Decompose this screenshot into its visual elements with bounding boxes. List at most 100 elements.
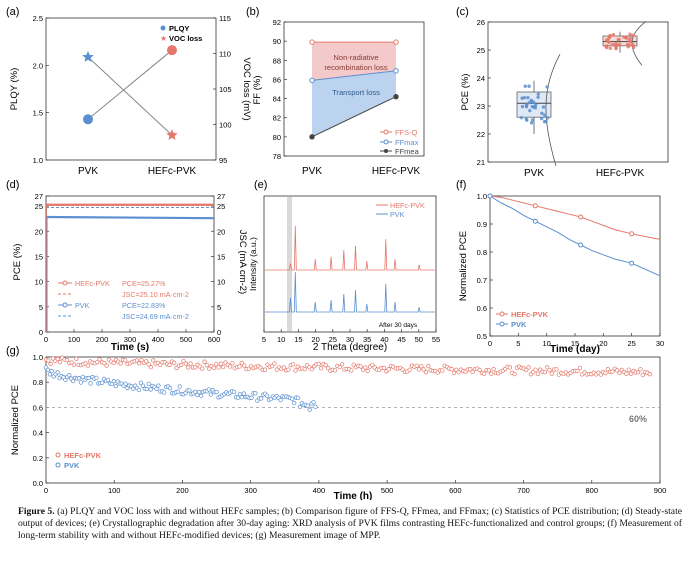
- d-x-ticklabel-4: 400: [152, 335, 165, 344]
- g-series-0-point-117: [316, 361, 321, 367]
- g-series-0-point-240: [603, 370, 608, 376]
- g-series-0-point-107: [293, 368, 298, 373]
- g-series-0-point-170: [440, 368, 445, 373]
- a-yr-ticklabel-2: 105: [219, 85, 232, 94]
- c-y-ticklabel-2: 23: [477, 102, 485, 111]
- panel-d-legend-marker-2: [62, 302, 68, 308]
- g-series-0-point-192: [491, 366, 496, 372]
- g-x-ticklabel-4: 400: [313, 486, 326, 495]
- g-series-0-point-229: [577, 365, 582, 371]
- c-point-0-27: [520, 104, 525, 109]
- panel-d-legend-value-2: PCE=22.83%: [122, 301, 166, 310]
- g-x-ticklabel-5: 500: [381, 486, 394, 495]
- f-series-0-point-8: [578, 214, 584, 220]
- panel-e: (e) 5 10 15 20 25 30 35 40 45 50 55 Intensity (a.u…: [248, 179, 440, 353]
- c-point-1-29: [612, 43, 616, 47]
- d-yr-ticklabel-5: 25: [217, 202, 225, 211]
- g-series-0-point-160: [416, 367, 422, 372]
- f-series-1-point-8: [578, 242, 584, 248]
- g-series-0-point-13: [74, 356, 79, 361]
- c-point-0-5: [540, 111, 544, 115]
- g-series-1-point-111: [259, 396, 264, 401]
- g-x-ticklabel-8: 800: [586, 486, 599, 495]
- g-y-ticklabel-0: 0.0: [33, 479, 43, 488]
- c-y-ticklabel-5: 26: [477, 18, 485, 27]
- g-series-1-point-68: [175, 389, 180, 394]
- g-series-0-point-55: [172, 360, 177, 365]
- b-series-1-point-1: [393, 68, 399, 74]
- panel-f-xlabel: Time (day): [550, 344, 600, 355]
- figure-caption: Figure 5. (a) PLQY and VOC loss with and…: [18, 506, 682, 543]
- g-series-0-point-249: [624, 371, 629, 376]
- panel-b-legend-ffmea: FFmea: [395, 147, 420, 156]
- c-point-0-21: [544, 119, 548, 124]
- c-point-0-29: [536, 95, 540, 100]
- g-series-1-point-29: [100, 380, 105, 385]
- d-yr-ticklabel-6: 27: [217, 192, 225, 201]
- a-plqy-line: [87, 49, 173, 120]
- panel-e-xlabel: 2 Theta (degree): [313, 342, 387, 353]
- g-series-1-point-100: [237, 391, 243, 397]
- g-series-1-point-128: [292, 400, 297, 406]
- panel-c-ylabel: PCE (%): [460, 74, 471, 111]
- c-point-1-30: [608, 34, 612, 39]
- g-series-0-point-34: [123, 358, 128, 363]
- panel-a-legend-plqy: PLQY: [169, 24, 189, 33]
- panel-d-legend-marker-0: [62, 280, 68, 286]
- g-series-1-point-12: [67, 372, 72, 378]
- g-series-0-point-118: [318, 366, 324, 371]
- g-series-0-point-135: [358, 364, 363, 369]
- d-x-ticklabel-3: 300: [124, 335, 137, 344]
- g-series-1-point-135: [305, 403, 310, 408]
- c-point-1-18: [608, 46, 613, 51]
- panel-e-ylabel: Intensity (a.u.): [248, 237, 258, 291]
- panel-e-label: (e): [254, 179, 267, 191]
- panel-d-legend: HEFc-PVK PCE=25.27% JSC=25.10 mA·cm-2 PV…: [58, 279, 189, 321]
- b-series-0-point-1: [393, 39, 399, 45]
- g-series-0-point-97: [269, 363, 275, 369]
- c-point-0-33: [530, 104, 535, 109]
- g-series-0-point-256: [640, 372, 645, 378]
- g-series-0-point-74: [216, 365, 221, 370]
- g-series-0-point-211: [535, 371, 541, 377]
- g-series-1-point-53: [146, 381, 151, 387]
- f-series-1-point-0: [487, 193, 493, 199]
- g-series-0-point-163: [423, 370, 429, 375]
- panel-b-legend: FFS-Q FFmax FFmea: [380, 128, 420, 156]
- b-y-ticklabel-2: 82: [273, 114, 281, 123]
- c-point-0-24: [529, 98, 533, 103]
- panel-d-legend-value-0: PCE=25.27%: [122, 279, 166, 288]
- d-yl-ticklabel-1: 5: [39, 303, 43, 312]
- g-series-0-point-73: [214, 362, 219, 367]
- panel-a-xcat-1: HEFc-PVK: [148, 166, 197, 177]
- b-nonrad-band: [312, 42, 396, 81]
- g-series-0-point-124: [332, 368, 338, 373]
- c-point-1-24: [627, 38, 631, 43]
- g-series-1-point-1: [45, 367, 51, 372]
- g-series-0-point-94: [262, 367, 268, 372]
- f-series-0-point-4: [532, 203, 538, 209]
- panel-b-annotation-transport: Transport loss: [332, 88, 380, 97]
- c-point-0-20: [528, 108, 532, 113]
- a-yr-ticklabel-4: 115: [219, 14, 231, 23]
- panel-g-frame: [45, 356, 661, 484]
- panel-a-legend-star-icon: ★: [160, 34, 167, 43]
- panel-g-legend-marker-1: [55, 462, 61, 468]
- g-series-1-point-18: [78, 380, 84, 385]
- panel-a-xcat-0: PVK: [78, 166, 98, 177]
- g-series-1-point-97: [231, 389, 237, 395]
- e-series-0-pattern: [265, 225, 435, 271]
- g-series-1-point-45: [131, 386, 136, 391]
- panel-c-xcat-1: HEFc-PVK: [596, 168, 645, 179]
- b-y-ticklabel-3: 84: [273, 95, 281, 104]
- g-x-ticklabel-6: 600: [449, 486, 462, 495]
- g-series-1-point-74: [187, 388, 192, 393]
- panel-f-label: (f): [456, 179, 466, 191]
- g-series-1-point-49: [138, 380, 144, 385]
- panel-f-legend-marker-1: [499, 321, 505, 327]
- g-series-1-point-22: [86, 375, 91, 381]
- panel-e-annotation: After 30 days: [379, 322, 418, 329]
- g-series-0-point-131: [349, 368, 354, 373]
- c-point-1-4: [628, 32, 632, 36]
- g-series-0-point-120: [323, 363, 328, 368]
